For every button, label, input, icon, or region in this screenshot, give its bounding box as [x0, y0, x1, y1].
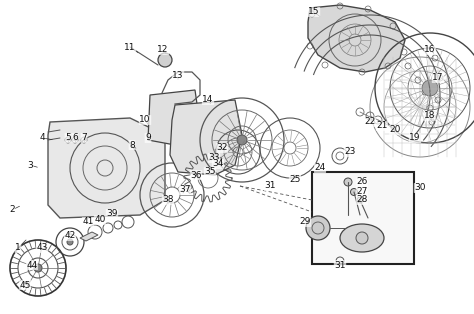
- Text: 5: 5: [65, 133, 71, 143]
- Text: 36: 36: [190, 171, 202, 180]
- Text: 33: 33: [208, 154, 220, 163]
- Circle shape: [158, 53, 172, 67]
- Text: 3: 3: [27, 160, 33, 170]
- Ellipse shape: [340, 224, 384, 252]
- Circle shape: [67, 239, 73, 245]
- Text: 27: 27: [356, 187, 368, 197]
- Text: 17: 17: [432, 73, 444, 83]
- Text: 12: 12: [157, 46, 169, 55]
- Polygon shape: [170, 100, 242, 175]
- Text: 42: 42: [64, 231, 76, 241]
- Text: 6: 6: [72, 133, 78, 143]
- Circle shape: [350, 188, 357, 196]
- Text: 21: 21: [376, 122, 388, 131]
- Text: 26: 26: [356, 177, 368, 187]
- Text: 16: 16: [424, 46, 436, 55]
- Text: 28: 28: [356, 196, 368, 204]
- Text: 38: 38: [162, 196, 174, 204]
- Text: 45: 45: [19, 280, 31, 290]
- Text: 20: 20: [389, 126, 401, 134]
- Text: 43: 43: [36, 243, 48, 252]
- Text: 22: 22: [365, 117, 375, 127]
- Polygon shape: [308, 5, 405, 72]
- Text: 23: 23: [344, 148, 356, 156]
- Text: 19: 19: [409, 133, 421, 143]
- Text: 7: 7: [81, 133, 87, 143]
- Text: 1: 1: [15, 243, 21, 252]
- Text: 25: 25: [289, 176, 301, 185]
- Text: 14: 14: [202, 95, 214, 105]
- Text: 8: 8: [129, 140, 135, 149]
- Text: 30: 30: [414, 183, 426, 192]
- Text: 29: 29: [299, 218, 310, 226]
- Text: 32: 32: [216, 143, 228, 153]
- Text: 31: 31: [334, 261, 346, 269]
- Text: 39: 39: [106, 209, 118, 219]
- Circle shape: [237, 135, 247, 145]
- Text: 24: 24: [314, 164, 326, 172]
- Text: 31: 31: [264, 181, 276, 191]
- Circle shape: [34, 264, 42, 272]
- Text: 11: 11: [124, 42, 136, 51]
- Polygon shape: [48, 118, 165, 218]
- Text: 40: 40: [94, 215, 106, 225]
- Text: 2: 2: [9, 205, 15, 214]
- Text: 15: 15: [308, 8, 320, 17]
- Circle shape: [306, 216, 330, 240]
- Text: 10: 10: [139, 116, 151, 124]
- Text: 13: 13: [172, 71, 184, 79]
- Circle shape: [357, 197, 363, 203]
- Text: 9: 9: [145, 133, 151, 143]
- Text: 34: 34: [212, 160, 224, 169]
- Text: 41: 41: [82, 218, 94, 226]
- Polygon shape: [80, 232, 98, 241]
- Text: 35: 35: [204, 167, 216, 176]
- Text: 18: 18: [424, 111, 436, 121]
- Circle shape: [422, 80, 438, 96]
- Circle shape: [356, 232, 368, 244]
- Bar: [312, 172, 414, 264]
- Text: 37: 37: [179, 186, 191, 194]
- Text: 4: 4: [39, 133, 45, 143]
- Circle shape: [344, 178, 352, 186]
- Polygon shape: [148, 90, 200, 145]
- Text: 44: 44: [27, 261, 37, 269]
